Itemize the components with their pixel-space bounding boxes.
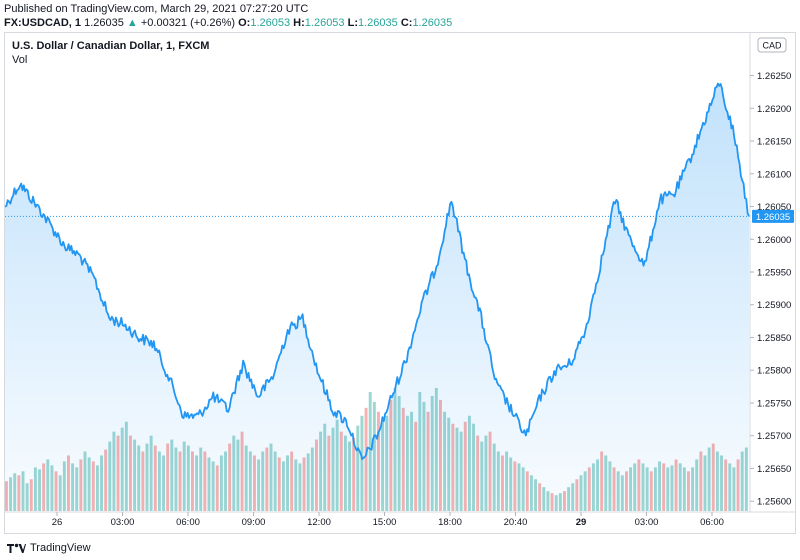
open-label: O: [238, 17, 251, 29]
price-area-fill [5, 83, 749, 511]
x-tick-label: 03:00 [635, 517, 659, 528]
footer-brand: TradingView [30, 542, 91, 554]
x-tick-label: 18:00 [438, 517, 462, 528]
high-value: 1.26053 [304, 17, 345, 29]
y-tick-label: 1.25850 [757, 333, 791, 344]
y-tick-label: 1.26250 [757, 71, 791, 82]
low-label: L: [347, 17, 358, 29]
y-tick-label: 1.25650 [757, 464, 791, 475]
x-tick-label: 29 [576, 517, 587, 528]
price-line [4, 82, 750, 460]
y-tick-label: 1.26150 [757, 137, 791, 148]
x-tick-label: 03:00 [111, 517, 135, 528]
ohlc-bar: FX:USDCAD, 1 1.26035 ▲ +0.00321 (+0.26%)… [4, 17, 452, 29]
close-value: 1.26035 [412, 17, 453, 29]
y-tick-label: 1.25900 [757, 300, 791, 311]
x-tick-label: 26 [52, 517, 63, 528]
y-tick-label: 1.26050 [757, 202, 791, 213]
chart-legend-title: U.S. Dollar / Canadian Dollar, 1, FXCM [12, 40, 210, 52]
y-tick-label: 1.25950 [757, 268, 791, 279]
y-tick-label: 1.25750 [757, 398, 791, 409]
volume-legend: Vol [12, 54, 28, 66]
change-text: +0.00321 (+0.26%) [140, 17, 236, 29]
y-tick-label: 1.26100 [757, 169, 791, 180]
y-tick-label: 1.25600 [757, 497, 791, 508]
x-tick-label: 09:00 [242, 517, 266, 528]
last-price-text: 1.26035 [84, 17, 124, 29]
x-tick-label: 06:00 [176, 517, 200, 528]
x-tick-label: 15:00 [373, 517, 397, 528]
low-value: 1.26035 [358, 17, 398, 29]
high-label: H: [293, 17, 305, 29]
tradingview-logo-icon [7, 543, 26, 553]
up-triangle-icon: ▲ [126, 17, 138, 29]
y-tick-label: 1.25700 [757, 431, 791, 442]
currency-badge-text: CAD [762, 41, 782, 51]
symbol-label[interactable]: FX:USDCAD, 1 [4, 17, 82, 29]
time-axis[interactable]: 26 03:00 06:00 09:00 12:00 15:00 18:00 20:40 29 0… [52, 512, 724, 528]
price-axis[interactable]: 1.25600 1.25650 1.25700 1.25750 1.25800 1.258… [750, 71, 791, 508]
close-label: C: [400, 17, 413, 29]
y-tick-label: 1.26000 [757, 235, 791, 246]
footer: TradingView [6, 540, 91, 556]
chart-frame[interactable] [4, 32, 796, 534]
y-tick-label: 1.25800 [757, 366, 791, 377]
currency-badge[interactable]: CAD [757, 37, 787, 53]
open-value: 1.26053 [250, 17, 291, 29]
last-price-badge: 1.26035 [752, 209, 794, 223]
published-line: Published on TradingView.com, March 29, … [4, 3, 309, 15]
x-tick-label: 20:40 [504, 517, 528, 528]
x-tick-label: 06:00 [700, 517, 724, 528]
last-price-badge-text: 1.26035 [756, 212, 790, 223]
x-tick-label: 12:00 [307, 517, 331, 528]
y-tick-label: 1.26200 [757, 104, 791, 115]
